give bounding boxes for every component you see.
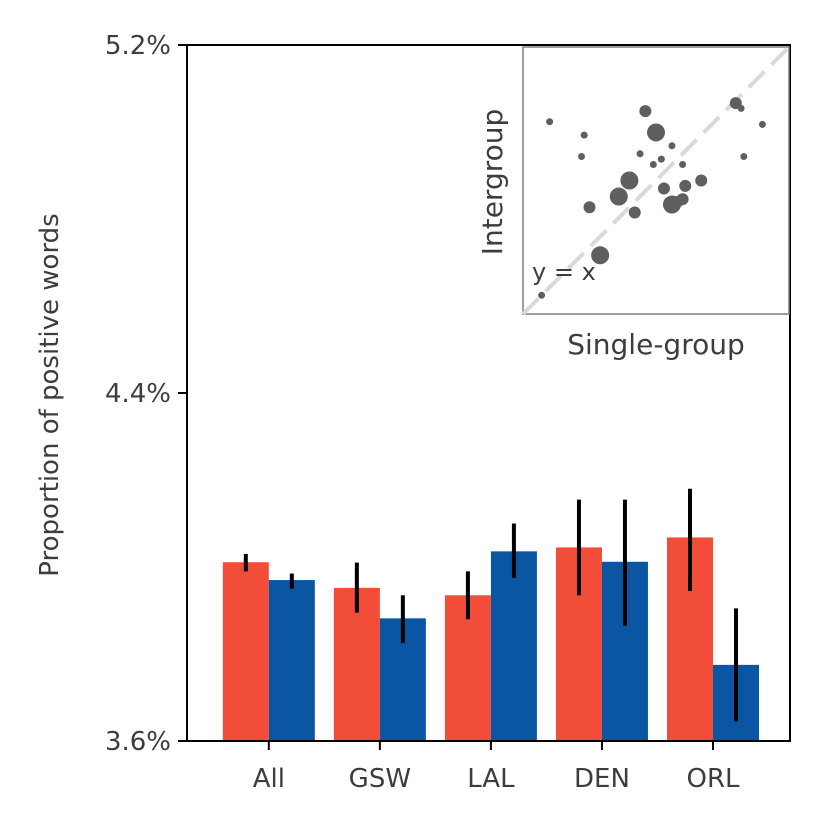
scatter-point xyxy=(679,179,692,192)
scatter-point xyxy=(695,174,708,187)
scatter-point xyxy=(538,291,546,299)
scatter-point xyxy=(679,160,687,168)
scatter-point xyxy=(546,118,554,126)
y-tick-label: 4.4% xyxy=(105,379,171,409)
bar xyxy=(268,580,315,741)
x-tick-label: All xyxy=(253,764,285,794)
x-tick-label: DEN xyxy=(574,764,630,794)
bar xyxy=(333,587,380,741)
inset-annotation: y = x xyxy=(532,258,596,286)
scatter-point xyxy=(668,142,676,150)
scatter-point xyxy=(578,152,586,160)
x-axis: All GSW LAL DEN ORL xyxy=(253,741,740,794)
y-tick-label: 3.6% xyxy=(105,727,171,757)
scatter-point xyxy=(591,246,610,265)
scatter-point xyxy=(740,152,748,160)
bar xyxy=(222,562,269,741)
scatter-point xyxy=(676,193,689,206)
y-axis: 3.6% 4.4% 5.2% xyxy=(105,31,187,757)
bar xyxy=(490,551,537,741)
scatter-point xyxy=(583,201,596,214)
scatter-point xyxy=(609,187,628,206)
errorbars-layer xyxy=(243,488,739,722)
inset-scatter: y = x Single-group Intergroup xyxy=(476,45,791,361)
inset-frame xyxy=(522,46,790,315)
bar xyxy=(444,595,491,741)
scatter-point xyxy=(657,155,665,163)
x-tick-label: LAL xyxy=(467,764,515,794)
scatter-point xyxy=(620,171,639,190)
scatter-point xyxy=(649,160,657,168)
scatter-point xyxy=(628,206,641,219)
scatter-point xyxy=(758,120,766,128)
inset-y-axis-label: Intergroup xyxy=(476,109,509,256)
x-tick-label: GSW xyxy=(349,764,411,794)
inset-x-axis-label: Single-group xyxy=(567,328,745,361)
scatter-point xyxy=(639,105,652,118)
scatter-point xyxy=(657,182,670,195)
y-tick-label: 5.2% xyxy=(105,31,171,61)
x-tick-label: ORL xyxy=(687,764,741,794)
scatter-point xyxy=(636,150,644,158)
scatter-point xyxy=(647,123,665,142)
inset-points xyxy=(538,97,766,299)
scatter-point xyxy=(737,104,745,112)
scatter-point xyxy=(580,131,588,139)
y-axis-label: Proportion of positive words xyxy=(35,213,65,576)
bars-layer xyxy=(222,537,760,741)
